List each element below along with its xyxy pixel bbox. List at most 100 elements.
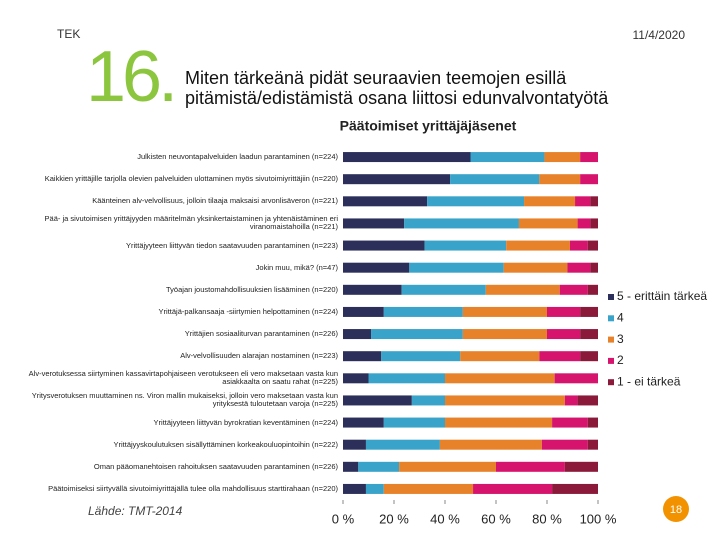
bar-segment	[580, 174, 598, 185]
bar-segment	[383, 417, 445, 428]
x-tick-label: 40 %	[430, 511, 460, 526]
bar-segment	[411, 395, 445, 406]
page-number: 18	[670, 504, 682, 516]
bar-segment	[564, 395, 578, 406]
bar-segment	[343, 218, 405, 229]
legend-swatch	[608, 336, 614, 343]
bar-segment	[445, 417, 553, 428]
bar-segment	[554, 373, 598, 384]
bar-segment	[569, 240, 588, 251]
category-label: Päätoimiseksi siirtyvällä sivutoimiyritt…	[48, 483, 338, 493]
bar-segment	[503, 262, 568, 273]
bar-segment	[409, 262, 504, 273]
bar-segment	[544, 152, 581, 163]
chart-subtitle: Päätoimiset yrittäjäjäsenet	[340, 118, 517, 134]
bar-segment	[587, 240, 598, 251]
bar-segment	[343, 351, 382, 362]
bar-segment	[541, 439, 588, 450]
category-label: Yrittäjien sosiaaliturvan parantaminen (…	[184, 329, 338, 339]
bar-segment	[343, 417, 384, 428]
bar-segment	[506, 240, 570, 251]
bar-segment	[460, 351, 540, 362]
bar-segment	[383, 306, 463, 317]
bar-segment	[552, 417, 588, 428]
legend-label: 2	[617, 353, 624, 367]
legend-swatch	[608, 357, 614, 364]
category-label: Julkisten neuvontapalveluiden laadun par…	[137, 152, 338, 162]
bar-segment	[343, 439, 366, 450]
bar-segment	[524, 196, 576, 207]
bar-segment	[496, 461, 565, 472]
bar-segment	[485, 284, 560, 295]
category-label: Työajan joustomahdollisuuksien lisäämine…	[166, 284, 338, 294]
bar-segment	[383, 483, 474, 494]
category-label: Pää- ja sivutoimisen yrittäjyyden määrit…	[44, 214, 338, 232]
bar-segment	[564, 461, 598, 472]
bar-segment	[381, 351, 461, 362]
bar-segment	[399, 461, 496, 472]
bar-segment	[577, 218, 591, 229]
bar-segment	[343, 174, 451, 185]
legend-label: 5 - erittäin tärkeä	[617, 289, 707, 303]
page-badge	[663, 496, 689, 522]
category-label: Yrittäjä-palkansaaja -siirtymien helpott…	[158, 306, 338, 316]
legend-swatch	[608, 379, 614, 386]
bar-segment	[424, 240, 507, 251]
category-label: Jokin muu, mikä? (n=47)	[255, 262, 338, 272]
category-label: Alv-verotuksessa siirtyminen kassavirtap…	[28, 369, 338, 387]
bar-segment	[343, 284, 402, 295]
bar-segment	[445, 373, 555, 384]
bar-segment	[343, 483, 366, 494]
bar-segment	[580, 306, 598, 317]
bar-segment	[580, 329, 598, 340]
bar-segment	[590, 218, 598, 229]
category-label: Alv-velvollisuuden alarajan nostaminen (…	[180, 351, 338, 361]
org-label: TEK	[57, 27, 81, 41]
bar-segment	[473, 483, 553, 494]
bar-segment	[343, 395, 412, 406]
bar-segment	[559, 284, 588, 295]
bar-segment	[371, 329, 463, 340]
bar-segment	[587, 417, 598, 428]
bar-segment	[404, 218, 519, 229]
bar-segment	[590, 196, 598, 207]
x-tick-label: 60 %	[481, 511, 511, 526]
bar-segment	[343, 373, 369, 384]
category-label: Yrittäjyyskoulutuksen sisällyttäminen ko…	[113, 439, 339, 449]
x-tick-label: 0 %	[332, 511, 355, 526]
bar-segment	[590, 262, 598, 273]
bar-segment	[539, 351, 581, 362]
bar-segment	[343, 240, 425, 251]
bar-segment	[445, 395, 565, 406]
bar-segment	[462, 329, 547, 340]
category-label: Yrittäjyyteen liittyvän byrokratian keve…	[153, 417, 338, 427]
x-tick-label: 80 %	[532, 511, 562, 526]
legend-label: 4	[617, 310, 624, 324]
date: 11/4/2020	[632, 28, 686, 42]
legend-swatch	[608, 294, 614, 300]
bar-segment	[365, 483, 384, 494]
bar-segment	[575, 196, 591, 207]
slide-title: Miten tärkeänä pidät seuraavien teemojen…	[185, 68, 609, 108]
slide-number-heading: 16.	[86, 37, 178, 117]
legend-swatch	[608, 315, 614, 322]
bar-segment	[343, 152, 471, 163]
bar-segment	[577, 395, 598, 406]
bar-segment	[343, 306, 384, 317]
bar-segment	[587, 439, 598, 450]
bar-segment	[567, 262, 591, 273]
category-label: Oman pääomanehtoisen rahoituksen saatavu…	[93, 461, 338, 471]
bar-segment	[343, 262, 410, 273]
bar-segment	[358, 461, 400, 472]
legend-label: 3	[617, 332, 624, 346]
x-tick-label: 20 %	[379, 511, 409, 526]
bar-segment	[547, 329, 581, 340]
bar-segment	[365, 439, 440, 450]
bar-segment	[470, 152, 545, 163]
bar-segment	[439, 439, 542, 450]
bar-segment	[539, 174, 581, 185]
legend-label: 1 - ei tärkeä	[617, 374, 681, 388]
bar-segment	[368, 373, 445, 384]
